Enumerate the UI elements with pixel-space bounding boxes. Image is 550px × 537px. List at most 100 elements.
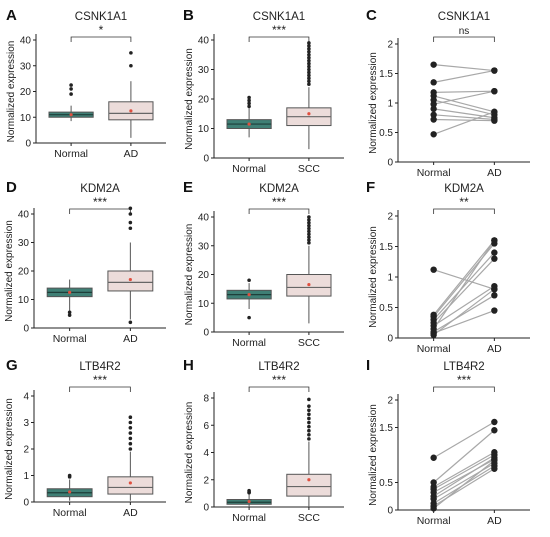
y-tick-label: 40 xyxy=(198,36,210,47)
data-point xyxy=(430,266,437,273)
data-point xyxy=(430,454,437,461)
y-tick-label: 0 xyxy=(23,498,29,509)
outlier-point xyxy=(128,441,133,446)
x-tick-label: AD xyxy=(487,515,502,527)
outlier-point xyxy=(307,82,311,87)
mean-point xyxy=(247,499,251,504)
panel-title: CSNK1A1 xyxy=(438,11,490,23)
outlier-point xyxy=(307,61,311,66)
pair-line xyxy=(433,114,495,121)
y-tick-label: 0.5 xyxy=(379,478,393,489)
pair-line xyxy=(433,288,495,336)
outlier-point xyxy=(307,55,311,60)
outlier-point xyxy=(307,218,311,222)
outlier-point xyxy=(128,436,133,441)
mean-point xyxy=(307,112,311,116)
panel-letter: C xyxy=(366,7,377,24)
significance-label: *** xyxy=(272,195,286,209)
panel-d: D KDM2A Normalized expression 0 10 20 30 40 Norm… xyxy=(4,179,166,345)
data-point xyxy=(491,117,498,124)
y-tick-label: 0 xyxy=(203,154,209,165)
significance-bracket xyxy=(69,386,131,392)
y-tick-label: 10 xyxy=(198,299,210,310)
outlier-point xyxy=(247,315,251,320)
x-tick-label: SCC xyxy=(298,337,321,349)
outlier-point xyxy=(247,278,251,283)
data-point xyxy=(491,286,498,293)
outlier-point xyxy=(307,432,311,437)
y-tick-label: 30 xyxy=(18,238,30,249)
outlier-point xyxy=(129,51,133,55)
panel-title: CSNK1A1 xyxy=(75,11,127,23)
y-tick-label: 20 xyxy=(198,95,210,106)
y-tick-label: 2 xyxy=(203,475,209,486)
outlier-point xyxy=(307,229,311,234)
panel-letter: A xyxy=(6,7,17,24)
outlier-point xyxy=(128,426,133,430)
x-tick-label: Normal xyxy=(53,507,87,519)
x-tick-label: Normal xyxy=(232,512,266,524)
pair-line xyxy=(433,69,495,83)
outlier-point xyxy=(307,41,311,45)
data-point xyxy=(491,418,498,426)
pair-line xyxy=(433,95,495,113)
y-tick-label: 40 xyxy=(20,36,32,47)
mean-point xyxy=(307,478,311,482)
outlier-point xyxy=(247,104,251,109)
x-tick-label: SCC xyxy=(298,163,321,175)
outlier-point xyxy=(307,241,311,245)
outlier-point xyxy=(69,92,73,96)
y-tick-label: 1 xyxy=(23,471,29,482)
significance-label: ** xyxy=(459,195,469,209)
pair-line xyxy=(433,108,495,119)
data-point xyxy=(430,111,437,119)
outlier-point xyxy=(128,415,133,420)
y-axis-label: Normalized expression xyxy=(368,226,379,328)
outlier-point xyxy=(247,101,251,106)
panel-f: F KDM2A Normalized expression 0 0.5 1 1.5 2 Norm… xyxy=(366,179,530,355)
pair-line xyxy=(433,285,495,327)
data-point xyxy=(491,249,498,256)
pair-line xyxy=(433,111,495,135)
outlier-point xyxy=(307,76,311,81)
significance-bracket xyxy=(433,208,495,214)
y-tick-label: 0.5 xyxy=(379,128,393,139)
y-tick-label: 1.5 xyxy=(379,423,393,434)
pair-line xyxy=(433,258,495,324)
y-tick-label: 30 xyxy=(198,241,210,252)
y-tick-label: 30 xyxy=(20,61,32,72)
significance-label: *** xyxy=(93,373,107,387)
outlier-point xyxy=(307,412,311,417)
panel-letter: I xyxy=(366,357,370,374)
x-tick-label: AD xyxy=(487,167,502,179)
x-tick-label: AD xyxy=(124,148,139,160)
data-point xyxy=(430,116,437,123)
x-tick-label: AD xyxy=(487,343,502,355)
x-tick-label: Normal xyxy=(417,343,451,355)
panel-letter: H xyxy=(183,357,194,374)
significance-bracket xyxy=(433,386,495,392)
y-axis-label: Normalized expression xyxy=(4,220,15,322)
y-tick-label: 40 xyxy=(198,213,210,224)
data-point xyxy=(491,307,498,314)
y-tick-label: 0 xyxy=(387,334,393,345)
y-tick-label: 1.5 xyxy=(379,69,393,80)
outlier-point xyxy=(128,220,133,225)
outlier-point xyxy=(247,98,251,103)
outlier-point xyxy=(307,404,311,408)
data-point xyxy=(430,131,437,138)
mean-point xyxy=(128,481,132,485)
data-point xyxy=(491,457,498,464)
significance-label: *** xyxy=(457,373,471,387)
data-point xyxy=(491,67,498,74)
y-tick-label: 8 xyxy=(203,394,209,405)
outlier-point xyxy=(307,220,311,225)
outlier-point xyxy=(128,226,133,231)
panel-title: CSNK1A1 xyxy=(253,11,305,23)
panel-letter: F xyxy=(366,179,375,196)
mean-point xyxy=(129,109,133,113)
panel-g: G LTB4R2 Normalized expression 0 1 2 3 4 Normal A… xyxy=(4,357,166,519)
y-tick-label: 0 xyxy=(203,503,209,514)
y-tick-label: 1 xyxy=(387,273,393,284)
outlier-point xyxy=(128,420,133,425)
